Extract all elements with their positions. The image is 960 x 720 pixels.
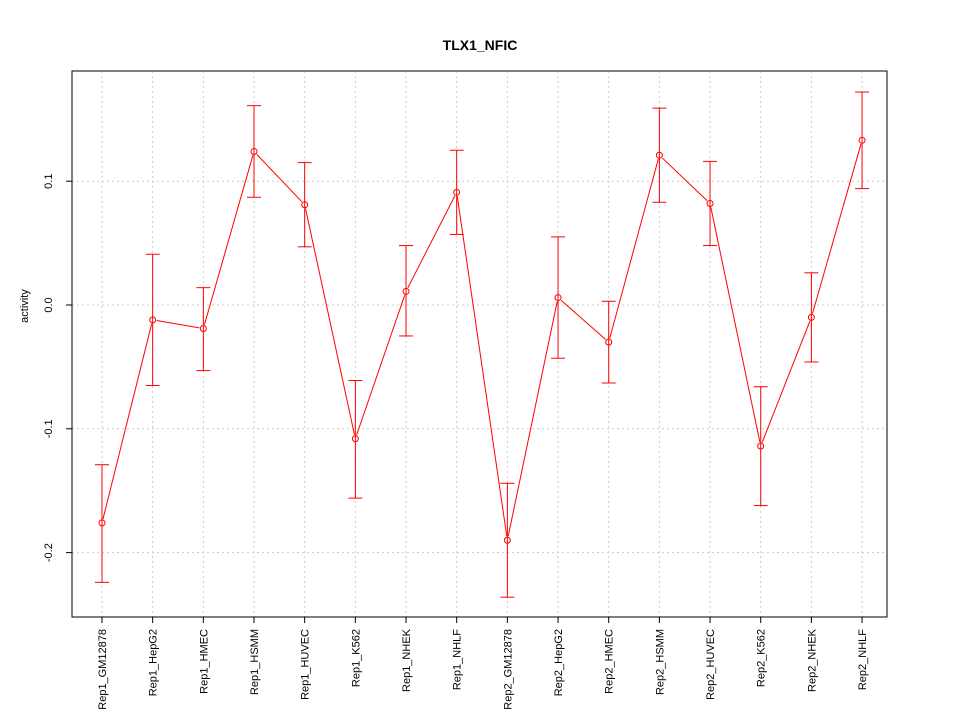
x-tick-label: Rep2_GM12878 xyxy=(502,629,514,710)
y-tick-label: 0.1 xyxy=(43,174,55,189)
series-line-segment xyxy=(661,157,708,202)
data-point xyxy=(605,338,613,346)
series-line-segment xyxy=(811,144,862,314)
series-line-segment xyxy=(156,320,200,329)
x-tick-label: Rep1_HUVEC xyxy=(300,629,312,700)
plot-frame xyxy=(71,70,888,618)
y-tick-label: -0.1 xyxy=(43,419,55,438)
x-tick-label: Rep1_HMEC xyxy=(198,629,210,694)
series-line-segment xyxy=(609,158,659,339)
data-point xyxy=(402,287,410,295)
series-line-segment xyxy=(407,195,456,289)
series xyxy=(95,91,870,598)
data-point xyxy=(858,136,866,144)
x-tick-label: Rep2_HMEC xyxy=(604,629,616,694)
series-line-segment xyxy=(507,301,558,537)
series-line-segment xyxy=(356,295,406,436)
series-line-segment xyxy=(560,299,607,340)
data-point xyxy=(554,294,562,302)
grid xyxy=(72,71,887,617)
x-tick-label: Rep2_HSMM xyxy=(654,629,666,695)
data-point xyxy=(351,435,359,443)
y-tick-label: 0.0 xyxy=(43,297,55,312)
series-line-segment xyxy=(305,208,355,435)
x-tick-label: Rep1_NHLF xyxy=(452,629,464,690)
data-point xyxy=(98,519,106,527)
chart-title: TLX1_NFIC xyxy=(443,37,518,53)
series-line-segment xyxy=(456,196,508,537)
data-point xyxy=(301,201,309,209)
data-point xyxy=(503,536,511,544)
series-line-segment xyxy=(102,323,153,520)
x-tick-label: Rep1_GM12878 xyxy=(97,629,109,710)
x-tick-label: Rep1_HSMM xyxy=(249,629,261,695)
data-point xyxy=(757,442,765,450)
series-line-segment xyxy=(203,155,254,325)
data-point xyxy=(149,316,157,324)
y-tick-label: -0.2 xyxy=(43,543,55,562)
x-tick-label: Rep2_NHLF xyxy=(857,629,869,690)
series-line-segment xyxy=(710,207,761,443)
x-tick-label: Rep1_K562 xyxy=(350,629,362,687)
x-tick-label: Rep1_NHEK xyxy=(401,628,413,692)
x-tick-label: Rep2_NHEK xyxy=(806,628,818,692)
series-line-segment xyxy=(256,154,303,203)
data-point xyxy=(199,325,207,333)
data-point xyxy=(250,147,258,155)
x-tick-label: Rep2_HUVEC xyxy=(705,629,717,700)
data-point xyxy=(807,313,815,321)
y-axis-label: activity xyxy=(19,289,31,323)
x-tick-label: Rep2_K562 xyxy=(756,629,768,687)
x-tick-label: Rep2_HepG2 xyxy=(553,629,565,696)
axes: -0.2 -0.1 0.0 0.1 Rep1_GM12878 Rep1_HepG2 Rep1… xyxy=(43,174,869,710)
data-point xyxy=(655,151,663,159)
x-tick-label: Rep1_HepG2 xyxy=(148,629,160,696)
series-line-segment xyxy=(761,320,811,443)
data-point xyxy=(706,199,714,207)
data-point xyxy=(453,188,461,196)
